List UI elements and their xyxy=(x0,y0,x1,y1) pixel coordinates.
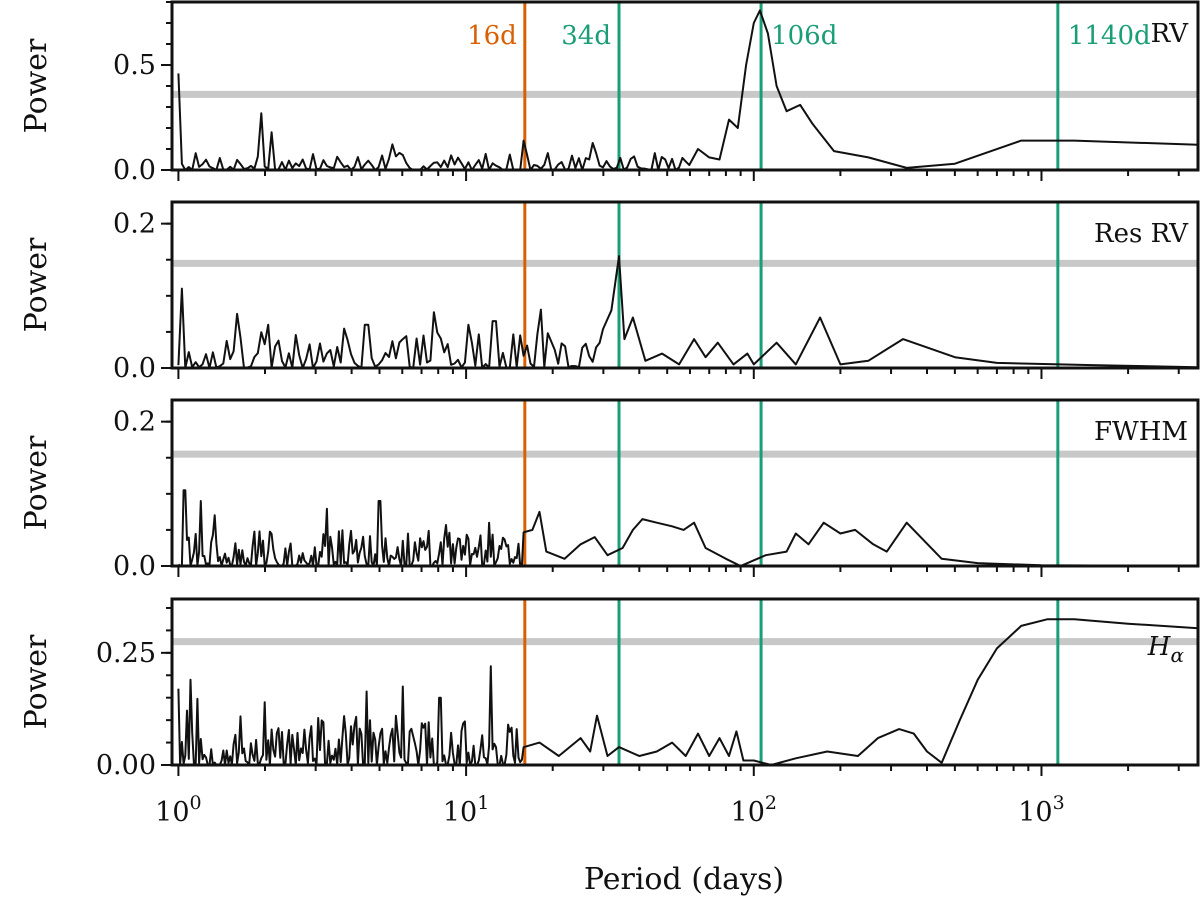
panel-plot-area xyxy=(172,2,1198,170)
y-axis-label: Power xyxy=(19,38,54,133)
panel-label: FWHM xyxy=(1094,417,1188,447)
x-tick-label-exponent: 2 xyxy=(765,792,777,814)
panel-label: RV xyxy=(1151,19,1190,49)
y-tick-label: 0.0 xyxy=(113,155,156,186)
x-axis-label: Period (days) xyxy=(584,862,784,897)
y-tick-label: 0.00 xyxy=(96,750,156,781)
period-marker-label-16d: 16d xyxy=(467,21,517,51)
panel-label-base: H xyxy=(1147,632,1172,662)
panels: 0.0 0.5 Power RV 16d 34d 106d 1140d 0.0 0.2 Power R… xyxy=(19,0,1200,781)
y-axis-label: Power xyxy=(19,237,54,332)
y-tick-label: 0.0 xyxy=(113,551,156,582)
x-tick-label: 101 xyxy=(443,792,489,828)
x-tick-label-exponent: 3 xyxy=(1053,792,1065,814)
x-tick-label: 103 xyxy=(1018,792,1064,828)
panel-frame xyxy=(170,597,1200,767)
panel-plot-area xyxy=(172,400,1198,566)
periodogram-line xyxy=(177,255,1198,368)
period-marker-label-1140d: 1140d xyxy=(1068,21,1151,51)
y-tick-label: 0.0 xyxy=(113,353,156,384)
y-tick-label: 0.2 xyxy=(113,209,156,240)
panel-h-alpha: 0.00 0.25 Power Hα xyxy=(19,597,1200,781)
y-tick-label: 0.25 xyxy=(96,638,156,669)
y-axis-label: Power xyxy=(19,634,54,729)
periodogram-line xyxy=(177,618,1198,765)
panel-plot-area xyxy=(172,202,1198,368)
panel-label-subscript: α xyxy=(1170,643,1184,667)
x-tick-label-exponent: 0 xyxy=(190,792,202,814)
periodogram-line xyxy=(177,489,1198,566)
panel-fwhm: 0.0 0.2 Power FWHM xyxy=(19,398,1200,582)
x-tick-label: 102 xyxy=(731,792,777,828)
x-axis: 100 101 102 103 xyxy=(155,792,1065,828)
panel-plot-area xyxy=(172,599,1198,765)
period-marker-label-34d: 34d xyxy=(561,21,611,51)
x-tick-label-base: 10 xyxy=(155,797,189,828)
x-tick-label-base: 10 xyxy=(1018,797,1052,828)
x-tick-label-base: 10 xyxy=(731,797,765,828)
x-tick-label-exponent: 1 xyxy=(477,792,489,814)
x-tick-label-base: 10 xyxy=(443,797,477,828)
y-tick-label: 0.5 xyxy=(113,50,156,81)
panel-res-rv: 0.0 0.2 Power Res RV xyxy=(19,200,1200,384)
panel-label: Hα xyxy=(1147,632,1185,667)
panel-rv: 0.0 0.5 Power RV 16d 34d 106d 1140d xyxy=(19,0,1200,186)
panel-label: Res RV xyxy=(1094,219,1189,249)
y-tick-label: 0.2 xyxy=(113,407,156,438)
x-tick-label: 100 xyxy=(155,792,201,828)
y-axis-label: Power xyxy=(19,435,54,530)
panel-frame xyxy=(170,398,1200,568)
period-marker-label-106d: 106d xyxy=(771,21,837,51)
panel-frame xyxy=(170,200,1200,370)
